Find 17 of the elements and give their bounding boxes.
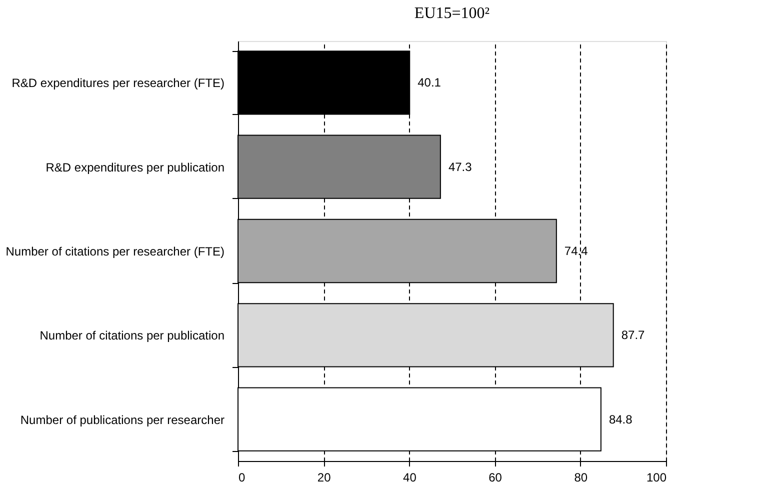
- x-tick-label: 60: [488, 470, 502, 484]
- x-tick-label: 0: [238, 470, 246, 484]
- x-tick-label: 80: [574, 470, 588, 484]
- chart-title: EU15=100²: [414, 5, 490, 22]
- data-label: 47.3: [448, 160, 472, 174]
- data-label: 74.4: [564, 244, 588, 258]
- x-tick-label: 100: [646, 470, 667, 484]
- y-tick-label: Number of publications per researcher: [20, 412, 224, 427]
- y-tick-label: Number of citations per publication: [40, 328, 224, 343]
- x-tick-label: 20: [317, 470, 332, 484]
- data-label: 84.8: [608, 412, 633, 426]
- y-tick-label: R&D expenditures per publication: [46, 160, 224, 174]
- y-tick-label: Number of citations per researcher (FTE): [6, 244, 224, 258]
- x-tick-label: 40: [403, 470, 417, 484]
- data-label: 40.1: [418, 76, 442, 90]
- data-label: 87.7: [621, 328, 646, 342]
- y-tick-label: R&D expenditures per researcher (FTE): [12, 76, 224, 90]
